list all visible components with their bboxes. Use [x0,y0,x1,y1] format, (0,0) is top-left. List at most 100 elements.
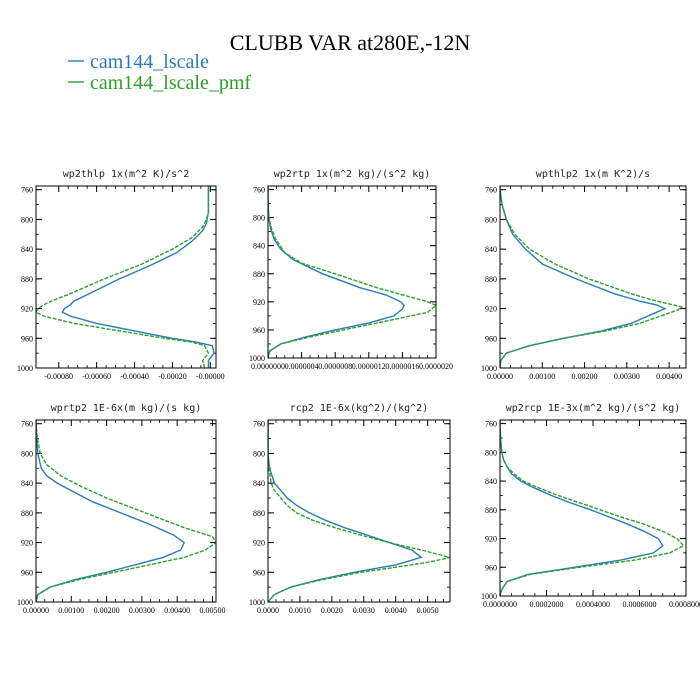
series-line-lscale-pmf [36,186,210,368]
y-tick-label: 960 [21,568,33,577]
y-tick-label: 1000 [481,364,497,373]
y-tick-label: 800 [253,449,265,458]
series-line-lscale-pmf [500,186,684,368]
x-tick-label: 0.0000020 [419,362,453,371]
series-line-lscale [500,420,664,596]
plot-frame [499,419,687,597]
y-tick-label: 840 [21,245,33,254]
y-tick-label: 920 [253,298,265,307]
panel-title: wpthlp2 1x(m K^2)/s [536,169,650,180]
y-tick-label: 840 [485,477,497,486]
x-tick-label: 0.0000004 [285,362,319,371]
plot-frame [499,185,687,369]
panel-5: rcp2 1E-6x(kg^2)/(kg^2) 760 800 840 880 920 96… [249,403,451,615]
panel-title: wp2thlp 1x(m^2 K)/s^2 [63,169,189,180]
y-tick-label: 1000 [17,598,33,607]
x-tick-label: 0.0030 [353,606,375,615]
series-line-lscale [500,186,667,368]
y-tick-label: 760 [21,420,33,429]
x-tick-label: 0.0050 [417,606,439,615]
x-tick-label: 0.0000000 [483,600,517,609]
x-tick-label: 0.00100 [529,372,555,381]
y-tick-label: 880 [485,506,497,515]
y-tick-label: 840 [253,242,265,251]
x-tick-label: 0.0000016 [385,362,419,371]
y-tick-label: 800 [485,448,497,457]
panel-2: wp2rtp 1x(m^2 kg)/(s^2 kg) 760 800 840 880 92… [249,169,453,371]
y-tick-label: 1000 [17,364,33,373]
x-tick-label: 0.0040 [385,606,407,615]
y-tick-label: 960 [485,334,497,343]
x-tick-label: 0.0020 [321,606,343,615]
y-tick-label: 760 [253,420,265,429]
y-tick-label: 800 [21,449,33,458]
y-tick-label: 1000 [249,354,265,363]
x-tick-label: 0.0000008 [318,362,352,371]
panel-6: wp2rcp 1E-3x(m^2 kg)/(s^2 kg) 760 800 840 88… [481,403,700,609]
plot-frame [267,185,437,359]
x-tick-label: 0.0008000 [669,600,700,609]
x-tick-label: 0.00000 [23,606,49,615]
figure-title: CLUBB VAR at280E,-12N [230,30,471,55]
y-tick-label: 840 [485,245,497,254]
x-tick-label: 0.0000000 [251,362,285,371]
y-tick-label: 880 [21,275,33,284]
x-tick-label: 0.00300 [129,606,155,615]
panel-1: wp2thlp 1x(m^2 K)/s^2 760 800 840 880 920 960 1… [17,169,225,381]
x-tick-label: -0.00040 [120,372,149,381]
series-line-lscale-pmf [268,420,450,602]
y-tick-label: 800 [253,214,265,223]
series-line-lscale [36,420,186,602]
y-tick-label: 920 [21,305,33,314]
series-line-lscale [268,186,405,358]
y-tick-label: 840 [21,479,33,488]
y-tick-label: 960 [253,568,265,577]
x-tick-label: 0.00400 [164,606,190,615]
y-tick-label: 800 [485,215,497,224]
y-tick-label: 960 [21,334,33,343]
panel-3: wpthlp2 1x(m K^2)/s 760 800 840 880 920 960 100… [481,169,687,381]
legend-label-lscale: cam144_lscale [90,51,209,73]
y-tick-label: 920 [485,535,497,544]
x-tick-label: 0.0000012 [352,362,386,371]
panel-title: wp2rtp 1x(m^2 kg)/(s^2 kg) [274,169,431,180]
x-tick-label: 0.0000 [257,606,279,615]
x-tick-label: 0.00000 [487,372,513,381]
x-tick-label: 0.0002000 [530,600,564,609]
x-tick-label: -0.00080 [44,372,73,381]
y-tick-label: 960 [253,326,265,335]
x-tick-label: -0.00060 [82,372,111,381]
y-tick-label: 920 [253,539,265,548]
y-tick-label: 880 [21,509,33,518]
y-tick-label: 760 [253,186,265,195]
x-tick-label: 0.00500 [199,606,225,615]
panels: wp2thlp 1x(m^2 K)/s^2 760 800 840 880 920 960 1… [17,169,700,615]
x-tick-label: -0.00020 [158,372,187,381]
y-tick-label: 1000 [249,598,265,607]
x-tick-label: 0.00400 [656,372,682,381]
panel-4: wprtp2 1E-6x(m kg)/(s kg) 760 800 840 880 920… [17,403,225,615]
y-tick-label: 880 [485,275,497,284]
x-tick-label: -0.00000 [196,372,225,381]
y-tick-label: 920 [485,305,497,314]
x-tick-label: 0.00200 [572,372,598,381]
y-tick-label: 880 [253,509,265,518]
x-tick-label: 0.00100 [58,606,84,615]
y-tick-label: 760 [21,186,33,195]
y-tick-label: 760 [485,420,497,429]
x-tick-label: 0.0004000 [576,600,610,609]
y-tick-label: 840 [253,479,265,488]
panel-title: wprtp2 1E-6x(m kg)/(s kg) [51,403,202,414]
series-line-lscale-pmf [268,186,436,358]
series-line-lscale [61,186,215,368]
legend: cam144_lscale cam144_lscale_pmf [68,51,251,94]
y-tick-label: 760 [485,186,497,195]
panel-title: rcp2 1E-6x(kg^2)/(kg^2) [290,403,428,414]
y-tick-label: 800 [21,215,33,224]
plot-frame [267,419,451,603]
panel-title: wp2rcp 1E-3x(m^2 kg)/(s^2 kg) [506,403,681,414]
y-tick-label: 880 [253,270,265,279]
legend-label-lscale-pmf: cam144_lscale_pmf [90,72,251,94]
series-line-lscale-pmf [36,420,216,602]
